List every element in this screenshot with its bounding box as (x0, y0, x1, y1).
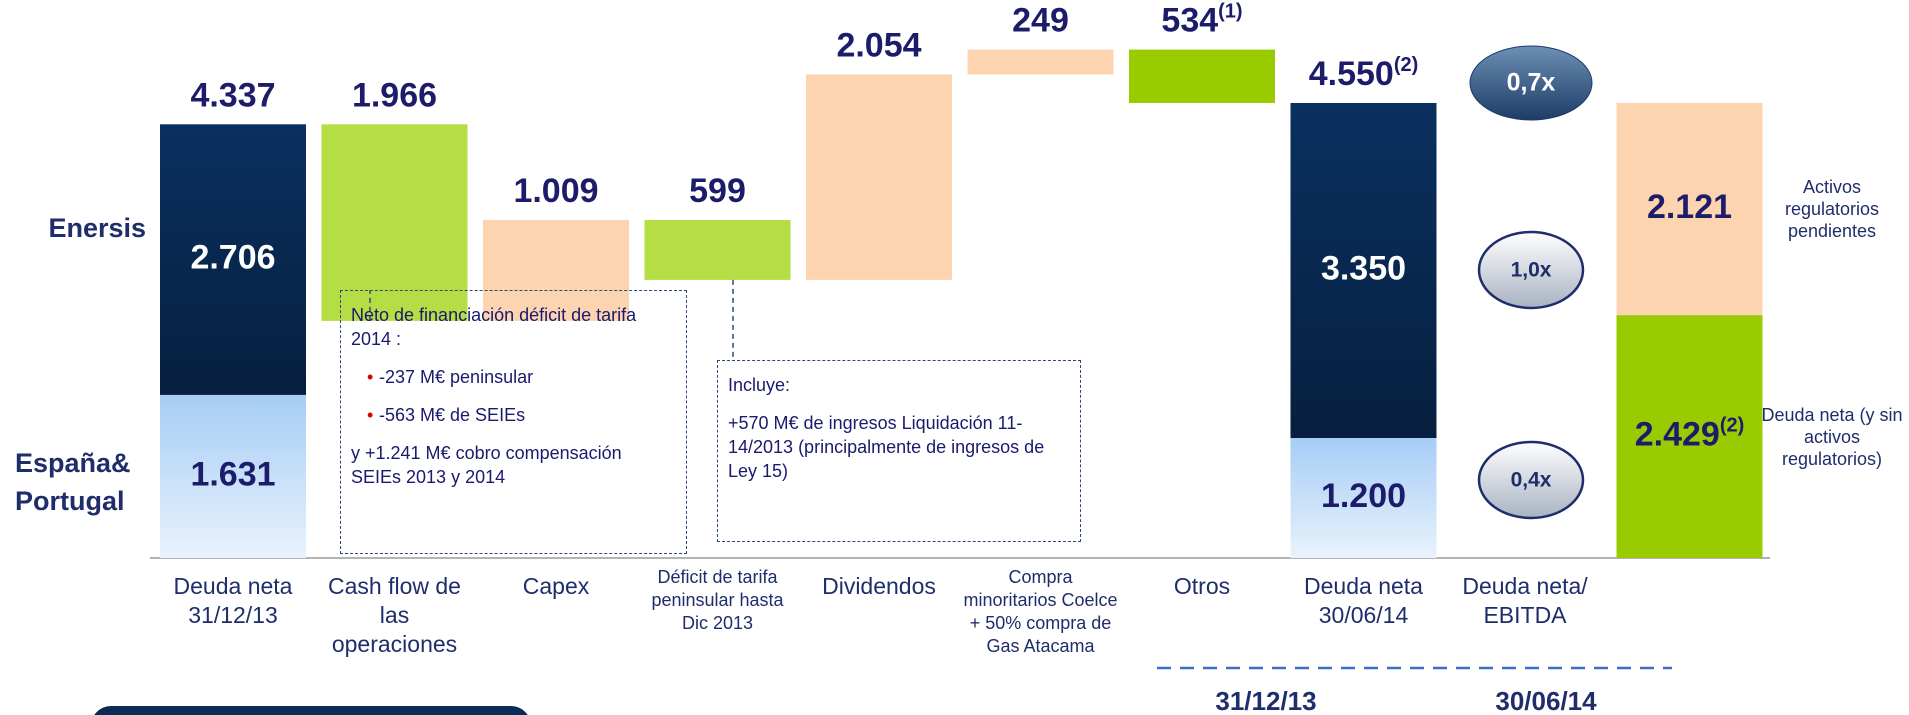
bar (321, 124, 468, 321)
ratio-label: 1,0x (1511, 259, 1552, 282)
side-label: Activos regulatorios pendientes (1784, 177, 1880, 242)
category-label: Deuda neta/ EBITDA (1462, 573, 1588, 628)
bar-shade (160, 124, 306, 395)
value-label: 1.631 (190, 455, 275, 493)
value-text: 1.966 (352, 76, 437, 114)
annotation-text: +570 M€ de ingresos Liquidación 11-14/20… (728, 413, 1045, 481)
ratio-label: 0,4x (1511, 469, 1552, 492)
bar (483, 220, 629, 321)
row-label: España& Portugal (15, 448, 131, 516)
category-label: Capex (522, 573, 590, 599)
annotation-box: Neto de financiación déficit de tarifa 2… (340, 290, 687, 554)
value-text: 249 (1012, 2, 1069, 40)
value-label: 1.009 (513, 172, 598, 210)
bar-shade (160, 394, 306, 558)
value-note: (2) (1720, 415, 1744, 437)
bar-shade (1290, 103, 1437, 438)
category-label: Déficit de tarifa peninsular hasta Dic 2… (651, 567, 784, 633)
bar (806, 74, 952, 280)
value-text: 3.350 (1321, 249, 1406, 287)
value-label: 2.706 (190, 239, 275, 277)
value-label: 2.054 (836, 26, 921, 64)
value-text: 534 (1161, 2, 1218, 40)
annotation-bullet: -237 M€ peninsular (351, 365, 676, 389)
ratio-bubble (1477, 230, 1585, 310)
value-text: 2.054 (836, 26, 921, 64)
bar-shade (1290, 438, 1437, 558)
value-text: 1.009 (513, 172, 598, 210)
value-label: 599 (689, 172, 746, 210)
bar (967, 49, 1114, 75)
bar (1129, 49, 1275, 103)
value-label: 4.550(2) (1309, 54, 1419, 93)
category-label: Cash flow de las operaciones (328, 573, 461, 657)
value-label: 2.121 (1647, 188, 1732, 226)
category-label: Compra minoritarios Coelce + 50% compra … (963, 567, 1118, 656)
bar (644, 220, 791, 280)
value-note: (2) (1394, 54, 1418, 76)
value-label: 1.200 (1321, 477, 1406, 515)
value-text: 599 (689, 172, 746, 210)
ratio-bubble (1469, 45, 1593, 121)
value-label: 249 (1012, 2, 1069, 40)
category-label: Otros (1173, 573, 1231, 599)
category-label: Deuda neta 30/06/14 (1304, 573, 1423, 628)
value-note: (1) (1218, 1, 1242, 23)
annotation-title: Neto de financiación déficit de tarifa 2… (351, 305, 637, 349)
value-text: 2.429 (1635, 416, 1720, 454)
ratio-label: 0,7x (1507, 69, 1556, 97)
category-label: Dividendos (822, 573, 936, 599)
annotation-text: y +1.241 M€ cobro compensación SEIEs 201… (351, 443, 622, 487)
period-label: 30/06/14 (1495, 686, 1597, 715)
value-text: 1.631 (190, 455, 275, 493)
row-label: Enersis (48, 213, 146, 243)
period-label: 31/12/13 (1215, 686, 1316, 715)
value-text: 4.550 (1309, 55, 1394, 93)
value-text: 2.121 (1647, 188, 1732, 226)
ratio-bubble (1477, 440, 1585, 520)
value-text: 4.337 (190, 76, 275, 114)
value-text: 2.706 (190, 239, 275, 277)
annotation-box: Incluye: +570 M€ de ingresos Liquidación … (717, 360, 1081, 542)
value-text: 1.200 (1321, 477, 1406, 515)
footer-box (94, 706, 528, 715)
value-label: 3.350 (1321, 249, 1406, 287)
value-label: 2.429(2) (1635, 415, 1745, 454)
category-label: Deuda neta 31/12/13 (173, 573, 293, 628)
value-label: 534(1) (1161, 1, 1242, 40)
value-label: 1.966 (352, 76, 437, 114)
value-label: 4.337 (190, 76, 275, 114)
annotation-title: Incluye: (728, 375, 791, 395)
bar-segment (1616, 315, 1763, 558)
bar-segment (1616, 103, 1763, 316)
annotation-bullet: -563 M€ de SEIEs (351, 403, 676, 427)
side-label: Deuda neta (y sin activos regulatorios) (1761, 404, 1903, 469)
